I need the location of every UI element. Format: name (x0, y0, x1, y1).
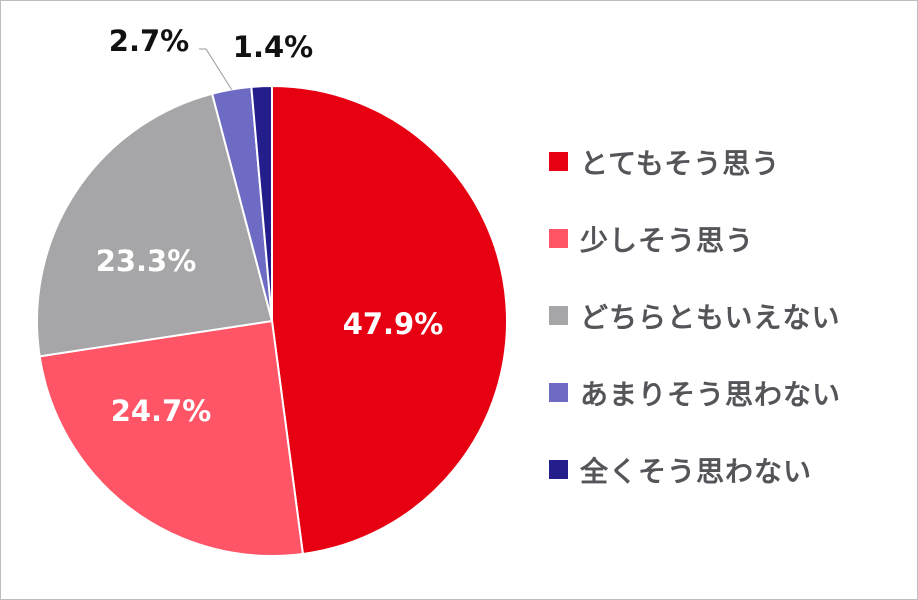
legend-swatch (549, 460, 568, 479)
legend-label: どちらともいえない (580, 300, 841, 334)
leader-line (199, 48, 233, 90)
data-label: 47.9% (343, 307, 444, 341)
pie-slice (36, 92, 274, 358)
legend-swatch (549, 306, 568, 325)
legend-swatch (549, 383, 568, 402)
pie-slice (271, 84, 508, 556)
pie-slice (250, 84, 273, 322)
legend-item: どちらともいえない (549, 277, 841, 354)
data-label: 24.7% (111, 394, 212, 428)
legend-item: 全くそう思わない (549, 431, 841, 508)
legend-swatch (549, 229, 568, 248)
pie-slice (38, 319, 305, 557)
legend-swatch (549, 152, 568, 171)
data-label: 1.4% (233, 30, 313, 64)
legend-label: あまりそう思わない (580, 377, 842, 411)
legend: とてもそう思う 少しそう思うどちらともいえない あまりそう思わない 全くそう思わない (549, 123, 841, 508)
legend-item: あまりそう思わない (549, 354, 841, 431)
legend-label: とてもそう思う (580, 146, 781, 180)
legend-item: 少しそう思う (549, 200, 841, 277)
data-label: 23.3% (96, 244, 197, 278)
data-label: 2.7% (109, 24, 189, 58)
legend-label: 全くそう思わない (580, 454, 813, 488)
legend-label: 少しそう思う (580, 223, 755, 257)
legend-item: とてもそう思う (549, 123, 841, 200)
